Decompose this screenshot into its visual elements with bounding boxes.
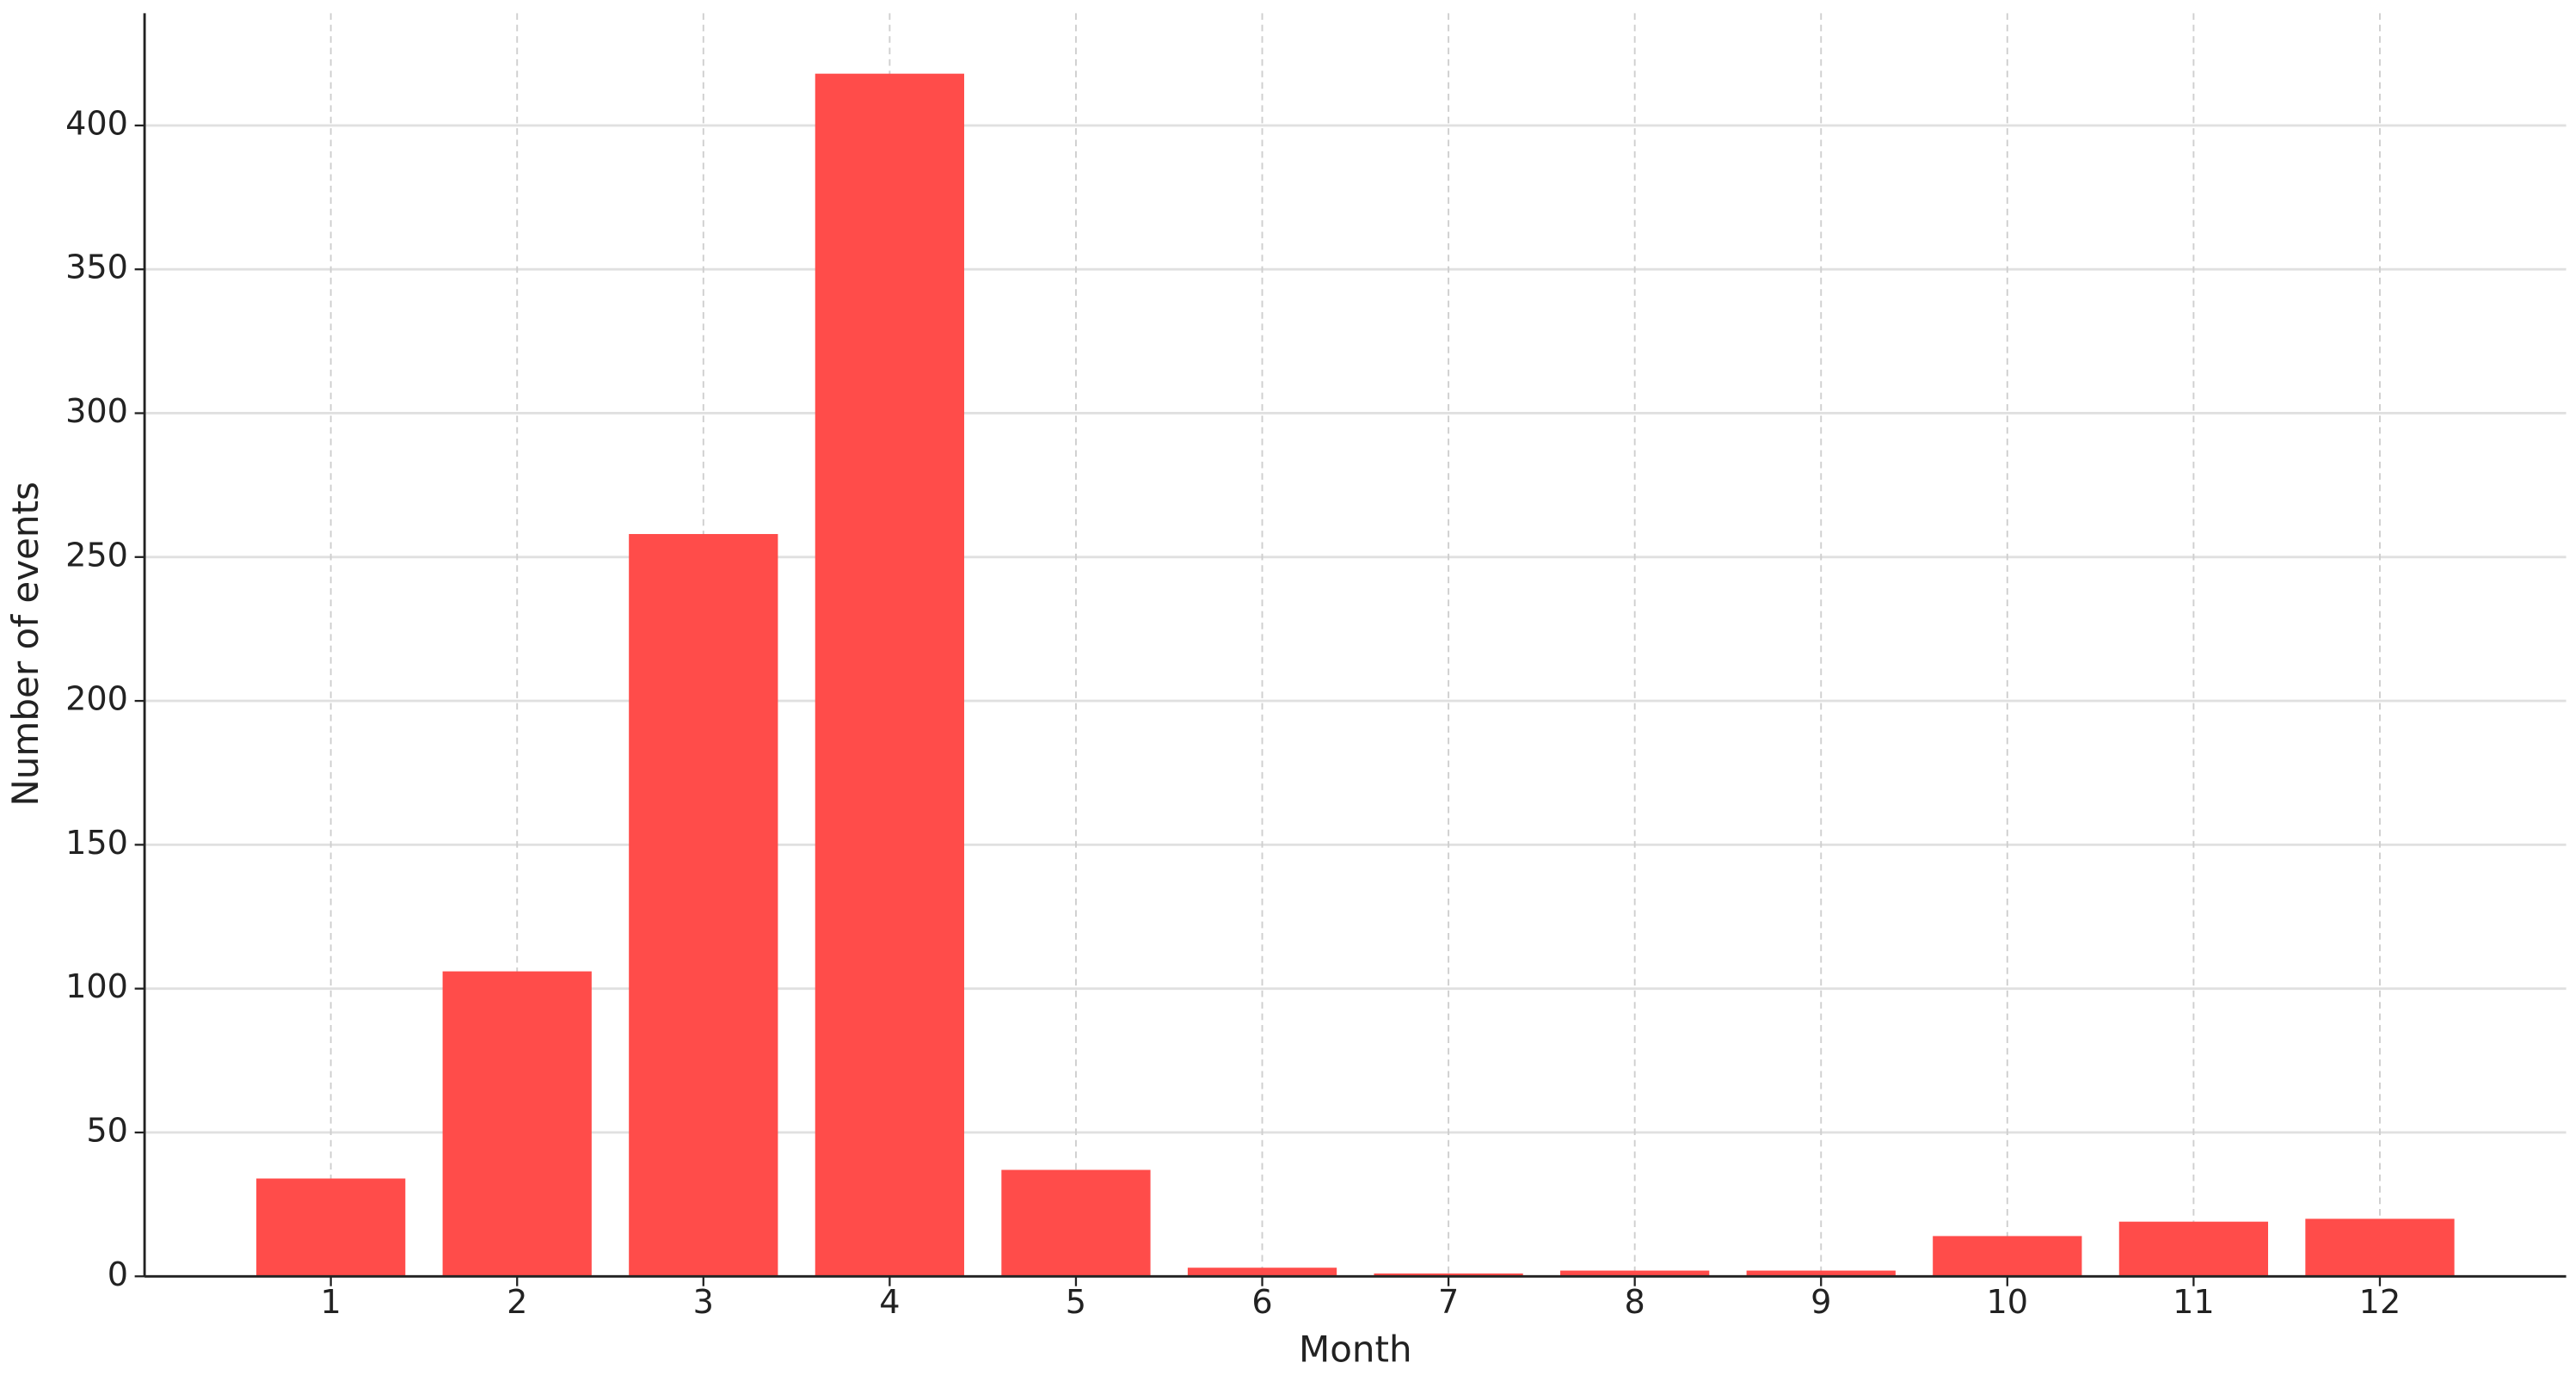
y-tick-label: 100: [65, 968, 128, 1006]
x-tick-label: 5: [1066, 1284, 1086, 1322]
bar: [1560, 1270, 1710, 1277]
x-tick-label: 1: [321, 1284, 341, 1322]
bar: [1746, 1270, 1896, 1277]
y-tick-label: 400: [65, 105, 128, 143]
y-axis-label: Number of events: [4, 482, 46, 807]
x-tick-label: 3: [693, 1284, 714, 1322]
x-tick-label: 12: [2359, 1284, 2401, 1322]
bar: [442, 971, 592, 1277]
x-tick-label: 11: [2173, 1284, 2215, 1322]
bar: [256, 1178, 406, 1277]
y-tick-label: 0: [108, 1256, 128, 1294]
y-tick-label: 300: [65, 393, 128, 431]
x-tick-label: 10: [1987, 1284, 2029, 1322]
y-tick-label: 150: [65, 825, 128, 862]
x-tick-label: 2: [507, 1284, 527, 1322]
bar: [2305, 1218, 2455, 1277]
bar: [2118, 1221, 2269, 1277]
bar: [815, 73, 965, 1277]
bar: [1001, 1169, 1151, 1277]
x-tick-label: 8: [1625, 1284, 1645, 1322]
x-axis-label: Month: [1299, 1329, 1412, 1371]
bar: [1933, 1236, 2082, 1277]
bar: [629, 534, 778, 1277]
bar: [1187, 1268, 1337, 1277]
x-tick-label: 9: [1811, 1284, 1831, 1322]
y-tick-label: 50: [86, 1112, 128, 1150]
bar: [1374, 1273, 1523, 1277]
y-tick-label: 250: [65, 537, 128, 574]
x-tick-label: 6: [1251, 1284, 1272, 1322]
y-tick-label: 350: [65, 249, 128, 287]
y-tick-label: 200: [65, 681, 128, 719]
x-tick-label: 4: [879, 1284, 900, 1322]
x-tick-label: 7: [1438, 1284, 1459, 1322]
